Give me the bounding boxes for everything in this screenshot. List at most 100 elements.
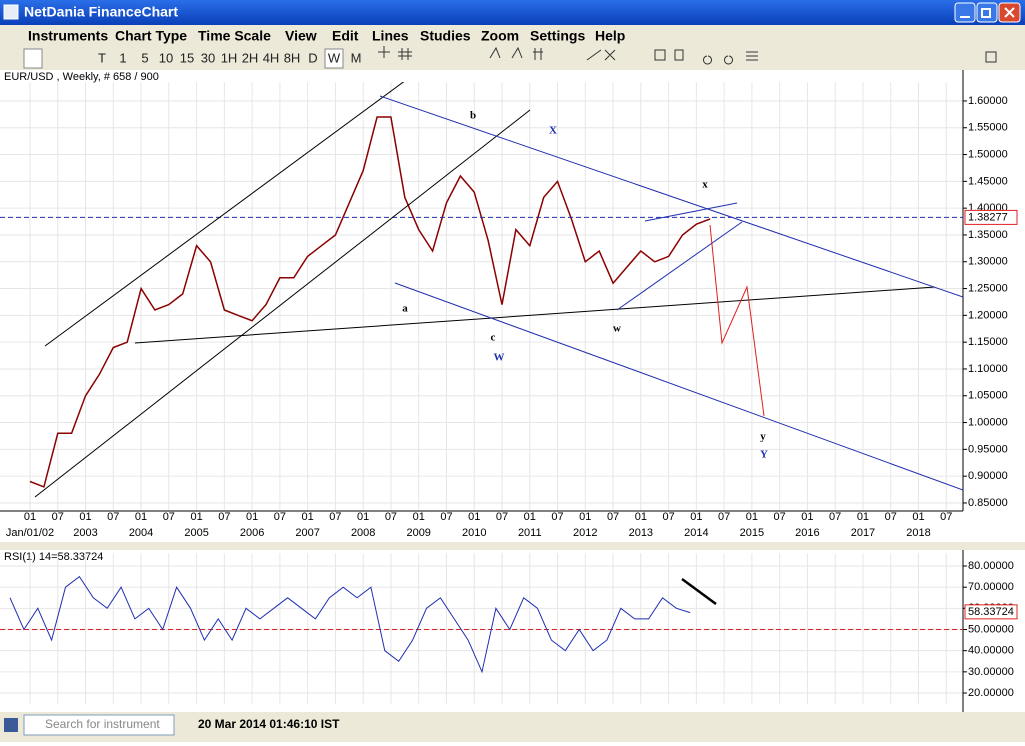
x-tick-label: 01 xyxy=(579,511,591,523)
y-tick-label: 40.00000 xyxy=(968,645,1014,657)
wedge-upper xyxy=(644,202,738,222)
y-tick-label: 70.00000 xyxy=(968,581,1014,593)
timescale-button[interactable]: D xyxy=(308,50,317,65)
price-chart: EUR/USD , Weekly, # 658 / 900 01 07 01 07 01 0… xyxy=(0,70,1018,539)
menu-item[interactable]: Lines xyxy=(372,28,409,44)
toolbar-icons xyxy=(378,46,997,65)
menu-item[interactable]: Studies xyxy=(420,28,471,44)
title-bar xyxy=(0,0,1025,25)
timescale-button[interactable]: 15 xyxy=(180,50,194,65)
x-year-label: Jan/01/02 xyxy=(6,527,54,539)
wave-label: X xyxy=(549,125,557,137)
x-year-label: 2014 xyxy=(684,527,708,539)
x-tick-label: 01 xyxy=(912,511,924,523)
menu-item[interactable]: Help xyxy=(595,28,625,44)
menu-item[interactable]: Time Scale xyxy=(198,28,271,44)
timescale-button[interactable]: 1H xyxy=(221,50,238,65)
support-line xyxy=(134,286,936,344)
y-tick-label: 80.00000 xyxy=(968,560,1014,572)
menu-bar: Instruments Chart Type Time Scale View Edit L… xyxy=(28,28,625,44)
rsi-header: RSI(1) 14=58.33724 xyxy=(4,551,103,563)
timescale-button[interactable]: T xyxy=(98,50,106,65)
timescale-button[interactable]: 8H xyxy=(284,50,301,65)
x-tick-label: 01 xyxy=(24,511,36,523)
toolbar-button-active[interactable] xyxy=(23,48,43,69)
menu-item[interactable]: Edit xyxy=(332,28,359,44)
status-datetime: 20 Mar 2014 01:46:10 IST xyxy=(198,717,340,731)
timescale-button[interactable]: 30 xyxy=(201,50,215,65)
x-tick-label: 01 xyxy=(690,511,702,523)
x-year-label: 2017 xyxy=(851,527,875,539)
timescale-button[interactable]: 1 xyxy=(119,50,126,65)
x-tick-label: 07 xyxy=(662,511,674,523)
rsi-line xyxy=(9,575,691,674)
y-tick-label: 1.00000 xyxy=(968,416,1008,428)
menu-item[interactable]: Instruments xyxy=(28,28,108,44)
timescale-button[interactable]: W xyxy=(328,50,341,65)
x-tick-label: 07 xyxy=(551,511,563,523)
x-tick-label: 07 xyxy=(274,511,286,523)
timescale-button[interactable]: 10 xyxy=(159,50,173,65)
rsi-last-box xyxy=(964,604,1018,620)
menu-item[interactable]: View xyxy=(285,28,317,44)
x-tick-label: 01 xyxy=(190,511,202,523)
rsi-panel xyxy=(0,550,1025,712)
x-tick-label: 01 xyxy=(413,511,425,523)
menu-item[interactable]: Chart Type xyxy=(115,28,187,44)
price-line xyxy=(29,116,711,488)
last-price-label: 1.38277 xyxy=(968,211,1008,223)
y-tick-label: 1.45000 xyxy=(968,175,1008,187)
wedge-lower xyxy=(616,221,743,311)
y-tick-label: 1.55000 xyxy=(968,122,1008,134)
x-tick-label: 01 xyxy=(468,511,480,523)
drawings xyxy=(34,82,963,498)
projection-path xyxy=(709,224,765,417)
x-tick-label: 07 xyxy=(107,511,119,523)
wave-label: a xyxy=(402,303,408,315)
x-tick-label: 01 xyxy=(135,511,147,523)
x-tick-label: 07 xyxy=(218,511,230,523)
last-price-box xyxy=(964,209,1018,225)
y-tick-label: 0.85000 xyxy=(968,497,1008,509)
x-tick-label: 01 xyxy=(524,511,536,523)
x-year-label: 2011 xyxy=(518,527,542,539)
status-icon xyxy=(4,718,18,732)
y-tick-label: 1.60000 xyxy=(968,95,1008,107)
y-tick-label: 1.20000 xyxy=(968,309,1008,321)
x-tick-label: 07 xyxy=(774,511,786,523)
wave-label: w xyxy=(613,323,621,335)
wave-label: Y xyxy=(760,449,768,461)
search-placeholder: Search for instrument xyxy=(45,717,160,731)
rsi-chart: RSI(1) 14=58.3372480.0000070.0000060.000… xyxy=(0,550,1018,712)
x-year-label: 2004 xyxy=(129,527,153,539)
toolbar-button-active[interactable] xyxy=(324,48,344,69)
x-tick-label: 07 xyxy=(52,511,64,523)
timescale-button[interactable]: 4H xyxy=(263,50,280,65)
channel-lower xyxy=(34,109,531,498)
timescale-button[interactable]: 5 xyxy=(141,50,148,65)
rsi-last-label: 58.33724 xyxy=(968,606,1014,618)
x-year-label: 2018 xyxy=(906,527,930,539)
y-tick-label: 50.00000 xyxy=(968,623,1014,635)
restore-button[interactable] xyxy=(976,2,998,23)
y-tick-label: 1.05000 xyxy=(968,390,1008,402)
price-panel xyxy=(0,70,1025,542)
y-tick-label: 0.90000 xyxy=(968,470,1008,482)
search-box[interactable] xyxy=(23,714,175,736)
minimize-button[interactable] xyxy=(954,2,976,23)
x-tick-label: 01 xyxy=(302,511,314,523)
timescale-button[interactable]: 2H xyxy=(242,50,259,65)
timescale-button[interactable]: M xyxy=(351,50,362,65)
x-year-label: 2012 xyxy=(573,527,597,539)
blue-channel-upper xyxy=(379,95,963,298)
x-tick-label: 07 xyxy=(385,511,397,523)
wave-label: b xyxy=(470,110,476,122)
blue-channel-lower xyxy=(394,282,963,491)
menu-item[interactable]: Zoom xyxy=(481,28,519,44)
menu-item[interactable]: Settings xyxy=(530,28,585,44)
chart-header: EUR/USD , Weekly, # 658 / 900 xyxy=(4,71,159,83)
x-tick-label: 07 xyxy=(940,511,952,523)
x-year-label: 2006 xyxy=(240,527,264,539)
splitter xyxy=(0,542,1025,550)
x-tick-label: 01 xyxy=(857,511,869,523)
